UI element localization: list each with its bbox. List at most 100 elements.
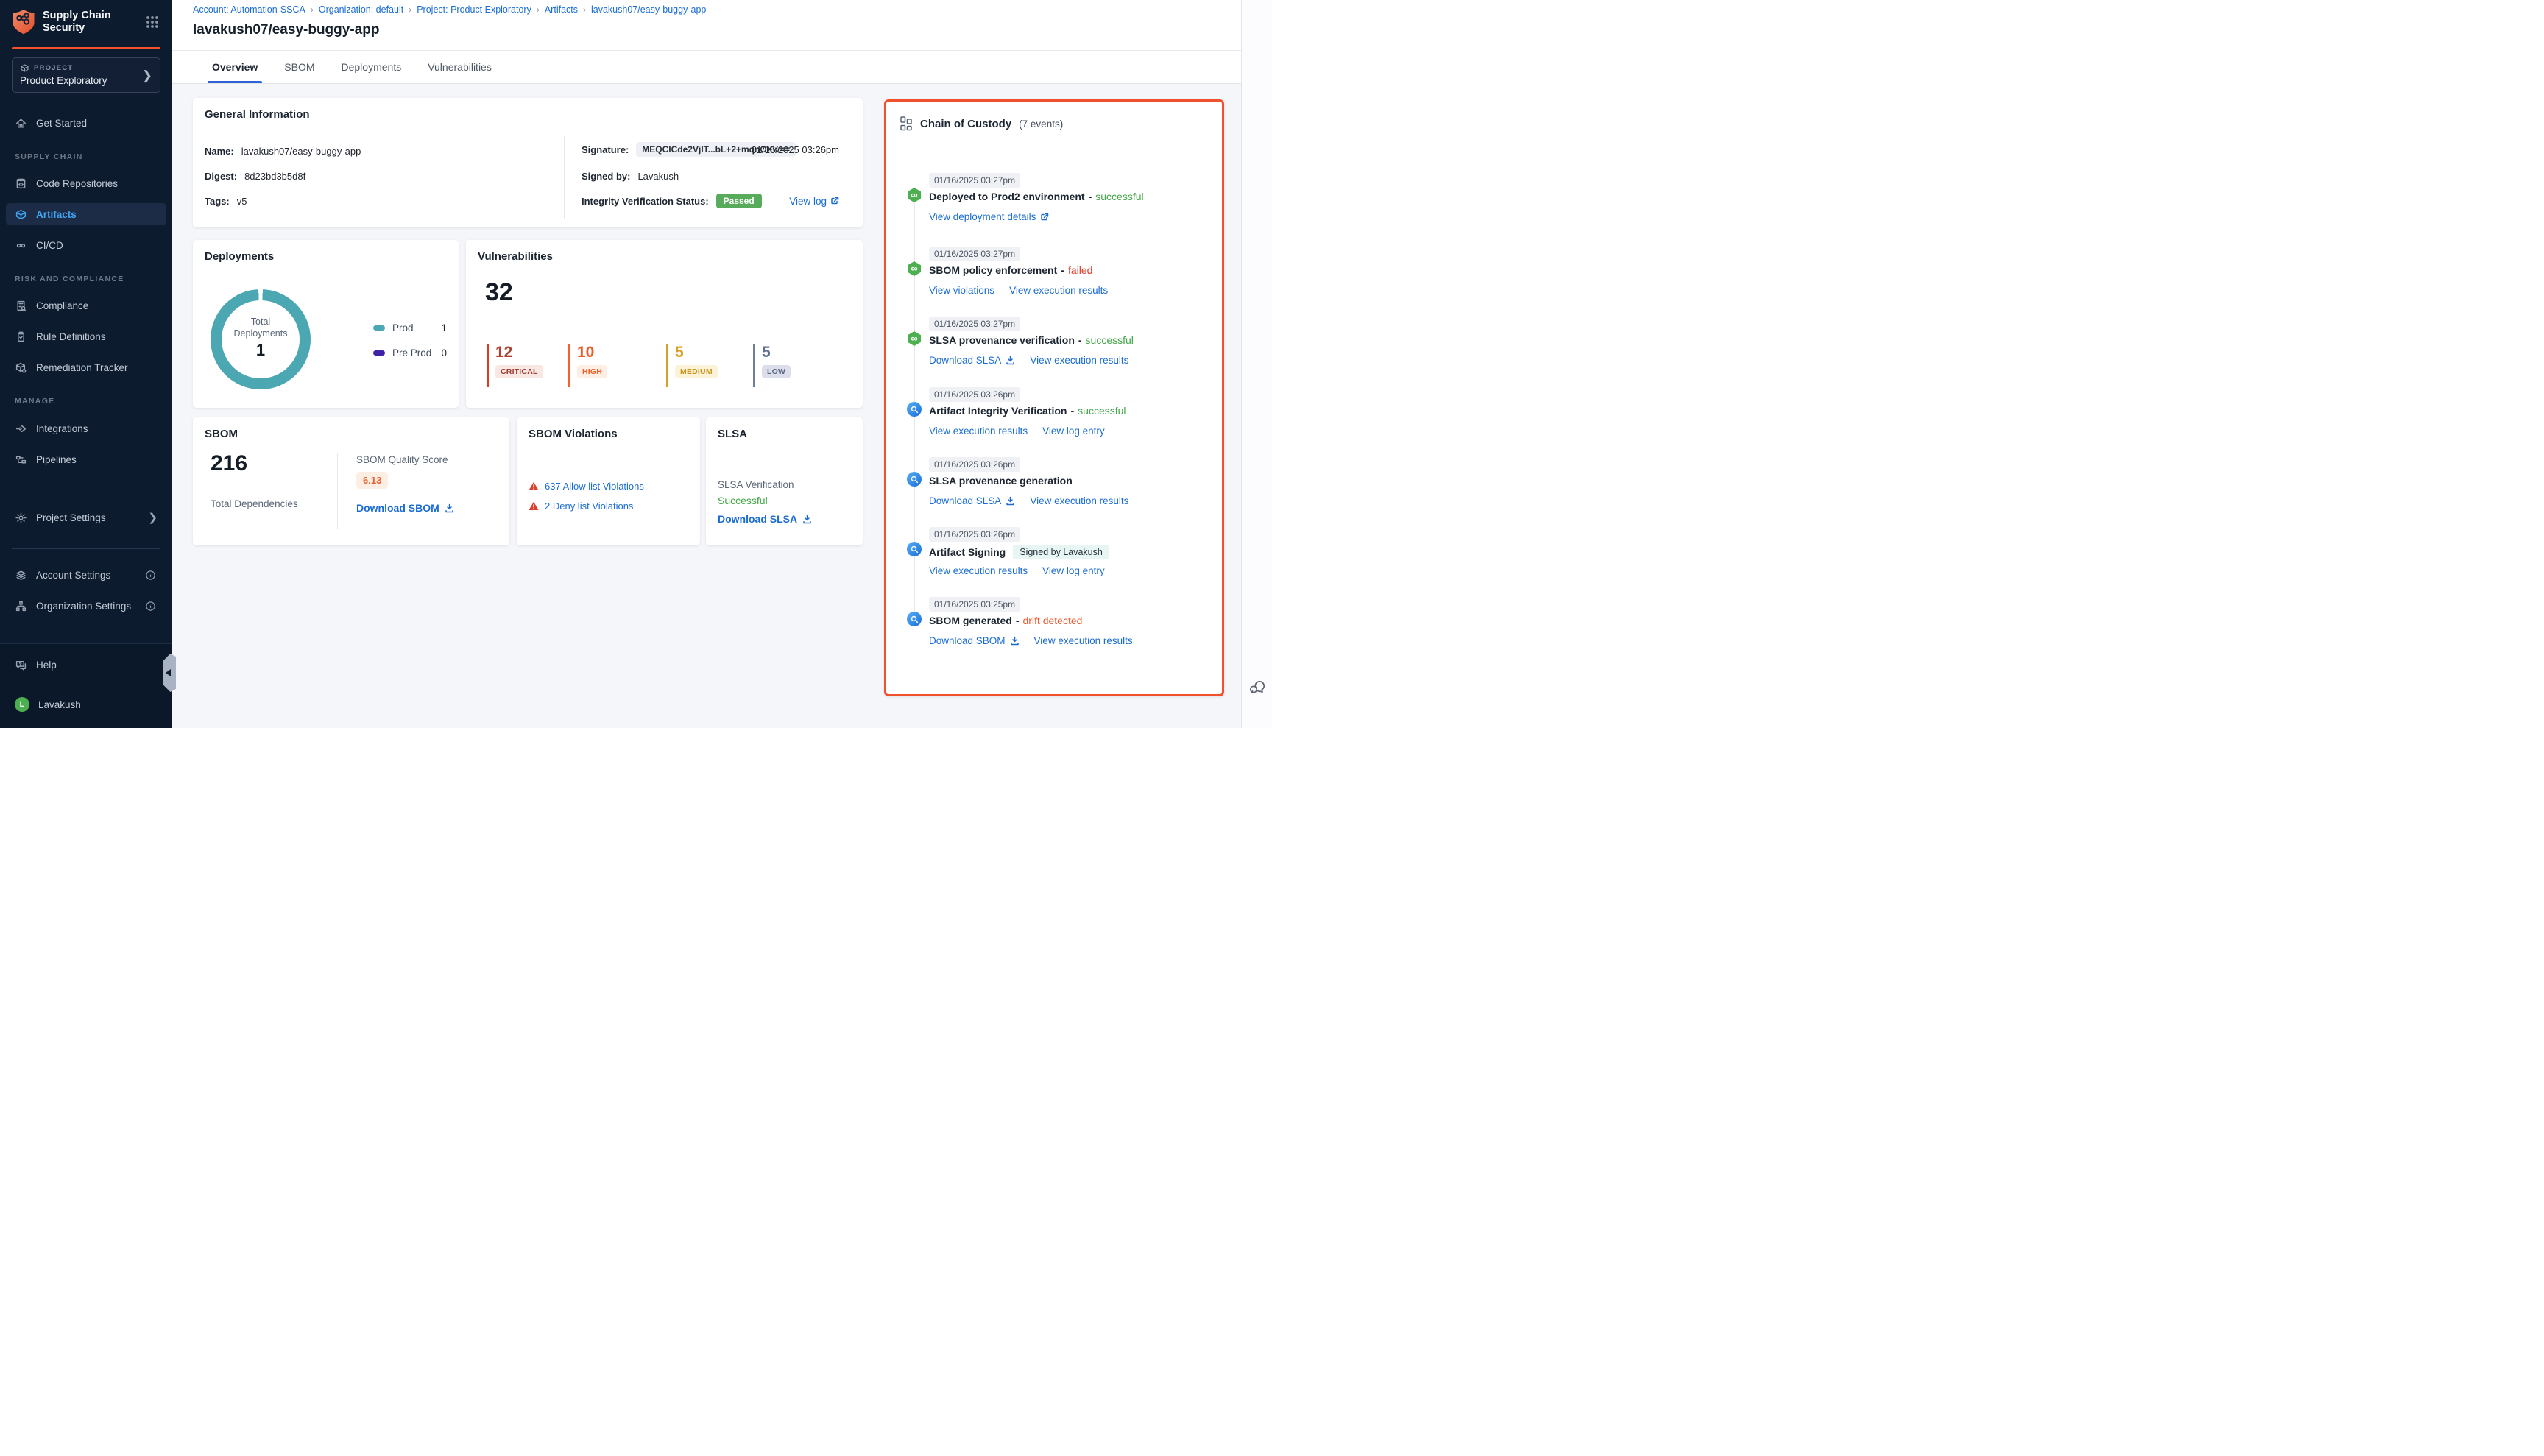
breadcrumb-current[interactable]: lavakush07/easy-buggy-app [591, 4, 707, 15]
vulnerabilities-total: 32 [485, 278, 513, 306]
event-title: SBOM generated [929, 615, 1012, 626]
home-icon [15, 118, 26, 128]
download-sbom-link[interactable]: Download SBOM [356, 502, 454, 514]
avatar: L [15, 697, 29, 712]
page-header: Account: Automation-SSCA › Organization: … [172, 0, 1241, 51]
severity-critical: 12 CRITICAL [487, 344, 543, 387]
view-log-entry-link[interactable]: View log entry [1042, 425, 1105, 437]
code-repo-icon [16, 178, 26, 188]
chain-of-custody-panel: Chain of Custody (7 events) ∞ 01/16/2025… [884, 99, 1224, 696]
coc-event-artifact-signing: 01/16/2025 03:26pm Artifact Signing Sign… [886, 527, 1222, 590]
card-title: SBOM Violations [529, 428, 618, 440]
sidebar-item-rule-definitions[interactable]: Rule Definitions [6, 325, 166, 347]
download-icon [803, 515, 811, 523]
compliance-doc-icon [17, 300, 26, 311]
breadcrumb-account[interactable]: Account: Automation-SSCA [193, 4, 305, 15]
view-execution-results-link[interactable]: View execution results [929, 425, 1028, 437]
sidebar-footer: Help L Lavakush [0, 643, 172, 728]
scan-icon [907, 402, 922, 417]
event-timestamp: 01/16/2025 03:27pm [929, 173, 1021, 188]
user-menu[interactable]: L Lavakush [6, 694, 166, 715]
warning-triangle-icon [529, 501, 539, 510]
org-chart-gear-icon [15, 601, 26, 611]
sidebar-item-pipelines[interactable]: Pipelines [6, 448, 166, 470]
project-switcher[interactable]: PROJECT Product Exploratory ❯ [12, 57, 160, 93]
signed-by-value: Lavakush [637, 171, 679, 182]
sidebar-section-manage: MANAGE [15, 397, 55, 406]
chevron-right-icon: ❯ [148, 512, 158, 524]
download-slsa-link[interactable]: Download SLSA [718, 513, 812, 525]
event-timestamp: 01/16/2025 03:26pm [929, 527, 1021, 542]
signature-timestamp: 01/16/2025 03:26pm [751, 144, 839, 155]
sidebar-item-integrations[interactable]: Integrations [6, 417, 166, 439]
view-execution-results-link[interactable]: View execution results [1009, 285, 1109, 296]
help-chat-icon [15, 660, 26, 671]
tab-deployments[interactable]: Deployments [341, 61, 402, 73]
app-title: Supply Chain Security [43, 10, 111, 34]
coc-event-deployed-prod2: ∞ 01/16/2025 03:27pm Deployed to Prod2 e… [886, 173, 1222, 236]
signature-chip[interactable]: MEQCICde2VjIT...bL+2+mqnOXw== [636, 142, 796, 157]
integrations-icon [15, 425, 26, 432]
scan-icon [907, 612, 922, 626]
view-log-link[interactable]: View log [789, 196, 839, 207]
prod-count: 1 [441, 322, 447, 333]
digest-value: 8d23bd3b5d8f [244, 171, 306, 182]
layers-gear-icon [16, 570, 26, 580]
view-deployment-details-link[interactable]: View deployment details [929, 211, 1049, 222]
coc-event-sbom-generated: 01/16/2025 03:25pm SBOM generated - drif… [886, 597, 1222, 660]
deny-list-violations-link[interactable]: 2 Deny list Violations [529, 501, 633, 512]
sidebar-divider [12, 548, 160, 549]
donut-center-label: Total Deployments 1 [211, 316, 311, 360]
severity-high: 10 HIGH [568, 344, 608, 387]
view-violations-link[interactable]: View violations [929, 285, 995, 296]
severity-medium: 5 MEDIUM [666, 344, 718, 387]
event-title: SLSA provenance verification [929, 334, 1075, 346]
sbom-quality-label: SBOM Quality Score [356, 454, 448, 465]
view-execution-results-link[interactable]: View execution results [1030, 355, 1129, 366]
sidebar-item-get-started[interactable]: Get Started [6, 112, 166, 134]
general-information-card: General Information Name: lavakush07/eas… [193, 98, 863, 227]
vertical-divider [564, 136, 565, 219]
sidebar-item-project-settings[interactable]: Project Settings ❯ [6, 506, 166, 529]
tags-row: Tags: v5 [205, 196, 247, 207]
sidebar-item-account-settings[interactable]: Account Settings [6, 564, 166, 586]
pre-prod-swatch [373, 350, 385, 356]
sidebar-item-remediation-tracker[interactable]: Remediation Tracker [6, 356, 166, 378]
tab-sbom[interactable]: SBOM [284, 61, 315, 73]
warning-triangle-icon [529, 481, 539, 490]
tab-vulnerabilities[interactable]: Vulnerabilities [428, 61, 492, 73]
severity-badge: MEDIUM [675, 365, 718, 378]
sidebar-item-artifacts[interactable]: Artifacts [6, 203, 166, 225]
sidebar-item-code-repositories[interactable]: Code Repositories [6, 172, 166, 194]
tab-overview[interactable]: Overview [207, 51, 263, 83]
view-execution-results-link[interactable]: View execution results [1034, 635, 1133, 646]
sidebar-item-compliance[interactable]: Compliance [6, 294, 166, 317]
sidebar-collapse-handle[interactable] [163, 654, 176, 692]
help-button[interactable]: Help [6, 654, 166, 675]
name-row: Name: lavakush07/easy-buggy-app [205, 146, 361, 157]
view-execution-results-link[interactable]: View execution results [1030, 495, 1129, 506]
feedback-chat-icon[interactable] [1248, 677, 1267, 696]
breadcrumb-artifacts[interactable]: Artifacts [544, 4, 578, 15]
download-slsa-link[interactable]: Download SLSA [929, 495, 1015, 506]
chain-of-custody-header: Chain of Custody (7 events) [900, 116, 1063, 131]
digest-row: Digest: 8d23bd3b5d8f [205, 171, 306, 182]
download-sbom-link[interactable]: Download SBOM [929, 635, 1020, 646]
status-badge-passed: Passed [716, 194, 762, 208]
sidebar-item-cicd[interactable]: CI/CD [6, 234, 166, 256]
download-icon [1010, 636, 1019, 646]
sidebar-section-risk: RISK AND COMPLIANCE [15, 275, 124, 283]
app-grid-icon[interactable] [144, 14, 160, 30]
event-title: Artifact Integrity Verification [929, 405, 1067, 417]
coc-event-sbom-policy: ∞ 01/16/2025 03:27pm SBOM policy enforce… [886, 247, 1222, 310]
project-label: PROJECT [34, 64, 74, 72]
breadcrumb-project[interactable]: Project: Product Exploratory [417, 4, 531, 15]
allow-list-violations-link[interactable]: 637 Allow list Violations [529, 481, 644, 492]
view-execution-results-link[interactable]: View execution results [929, 565, 1028, 576]
sidebar-item-organization-settings[interactable]: Organization Settings [6, 595, 166, 617]
breadcrumb-organization[interactable]: Organization: default [318, 4, 404, 15]
download-slsa-link[interactable]: Download SLSA [929, 355, 1015, 366]
chevron-right-icon: ❯ [141, 68, 152, 82]
sidebar-section-supply-chain: SUPPLY CHAIN [15, 152, 83, 161]
view-log-entry-link[interactable]: View log entry [1042, 565, 1105, 576]
